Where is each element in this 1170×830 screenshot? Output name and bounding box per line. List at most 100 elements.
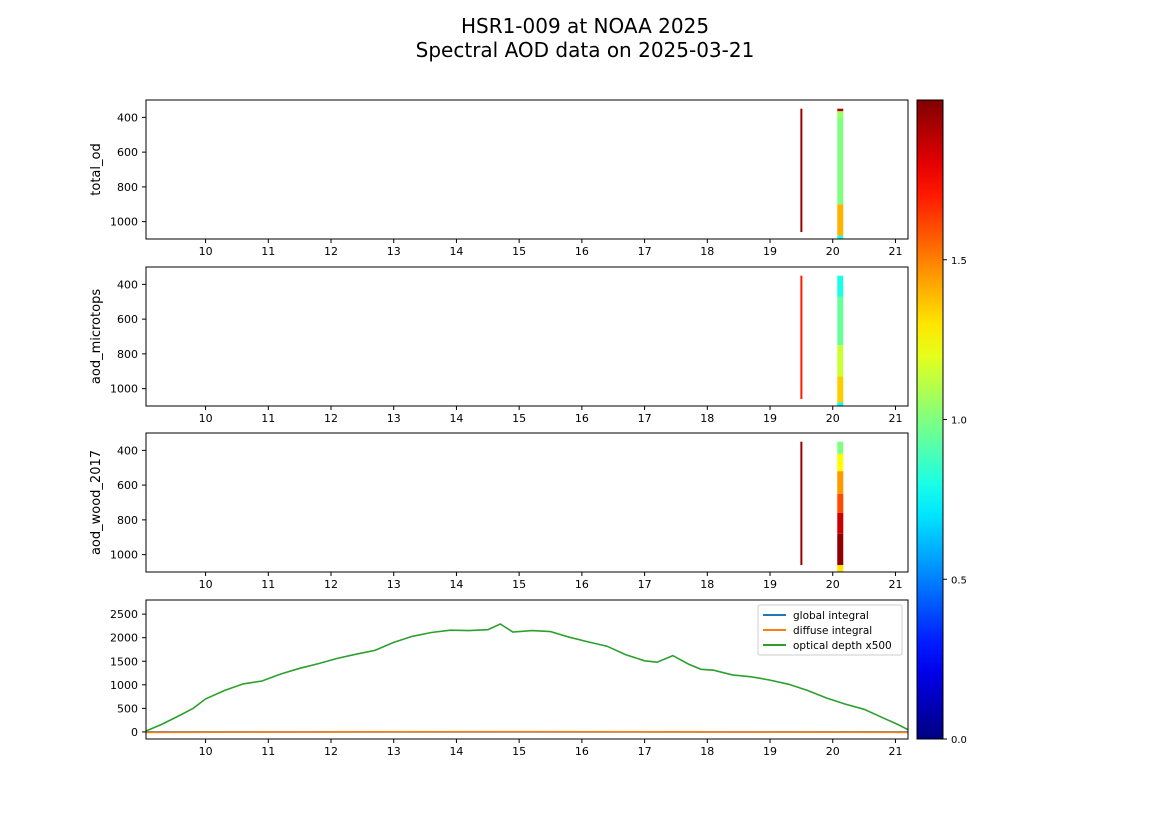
chart-subtitle: Spectral AOD data on 2025-03-21: [415, 38, 755, 62]
x-tick-label: 13: [387, 412, 401, 425]
x-tick-label: 11: [261, 412, 275, 425]
colorbar: 0.0 0.5 1.0 1.5: [916, 99, 967, 746]
legend-label: diffuse integral: [793, 625, 872, 637]
legend-label: global integral: [793, 610, 869, 622]
y-tick-label: 800: [117, 514, 138, 527]
legend-box: [757, 604, 903, 656]
heatmap-cell: [837, 345, 844, 377]
x-tick-label: 12: [324, 745, 338, 758]
colorbar-tick-label: 1.0: [951, 416, 967, 427]
x-tick-label: 19: [763, 245, 777, 258]
heatmap-cell: [837, 453, 844, 472]
x-tick-label: 19: [763, 412, 777, 425]
heatmap-cell: [837, 296, 844, 346]
x-tick-label: 21: [888, 578, 902, 591]
legend: global integral diffuse integral optical d…: [757, 604, 903, 656]
x-tick-label: 16: [575, 745, 589, 758]
x-tick-label: 16: [575, 578, 589, 591]
plot-content: [800, 275, 844, 406]
x-tick-label: 18: [700, 745, 714, 758]
x-tick-label: 10: [199, 245, 213, 258]
panel-4: global integral diffuse integral optical d…: [110, 599, 909, 758]
x-tick-label: 14: [449, 745, 463, 758]
panel-1: 10 11 12 13 14 15 16 17 18 19 20 21 400 600 800 1000 tot…: [89, 99, 909, 258]
x-tick-label: 20: [826, 745, 840, 758]
heatmap-cell: [837, 117, 844, 205]
x-tick-label: 15: [512, 745, 526, 758]
axes-frame: [145, 266, 909, 407]
x-tick-label: 16: [575, 245, 589, 258]
y-tick-label: 600: [117, 479, 138, 492]
x-tick-label: 19: [763, 578, 777, 591]
panel-2: 10 11 12 13 14 15 16 17 18 19 20 21 400 600 800 1000 aod…: [89, 266, 909, 425]
colorbar-tick-label: 0.0: [951, 735, 967, 746]
x-tick-label: 20: [826, 578, 840, 591]
x-tick-label: 16: [575, 412, 589, 425]
heatmap-cell: [837, 441, 844, 454]
plot-content: [800, 108, 844, 239]
x-tick-label: 13: [387, 745, 401, 758]
x-tick-label: 18: [700, 578, 714, 591]
panel-3: 10 11 12 13 14 15 16 17 18 19 20 21 400 600 800 1000 aod…: [89, 432, 909, 591]
heatmap-cell: [837, 204, 844, 236]
y-tick-label: 1000: [110, 679, 138, 692]
x-tick-label: 11: [261, 245, 275, 258]
x-tick-label: 11: [261, 745, 275, 758]
y-tick-label: 400: [117, 444, 138, 457]
x-tick-label: 21: [888, 245, 902, 258]
colorbar-gradient: [916, 99, 944, 740]
x-tick-label: 21: [888, 745, 902, 758]
y-tick-label: 600: [117, 146, 138, 159]
plot-area: [146, 267, 908, 406]
x-tick-label: 18: [700, 245, 714, 258]
y-tick-label: 600: [117, 313, 138, 326]
x-tick-label: 18: [700, 412, 714, 425]
series-line-3: [146, 623, 908, 732]
plot-area: [146, 100, 908, 239]
y-tick-label: 0: [131, 726, 138, 739]
x-tick-label: 12: [324, 578, 338, 591]
x-tick-label: 17: [638, 412, 652, 425]
heatmap-cell: [800, 275, 803, 400]
axes-frame: [145, 599, 909, 740]
heatmap-cell: [837, 493, 844, 513]
x-tick-label: 10: [199, 578, 213, 591]
axes-frame: [145, 432, 909, 573]
plot-area: [146, 433, 908, 572]
legend-label: optical depth x500: [793, 640, 892, 652]
x-tick-label: 13: [387, 245, 401, 258]
x-tick-label: 21: [888, 412, 902, 425]
heatmap-cell: [837, 376, 844, 403]
series-line-2: [146, 730, 908, 734]
heatmap-cell: [837, 111, 844, 118]
y-axis-label: aod_microtops: [89, 289, 104, 384]
y-tick-label: 1000: [110, 383, 138, 396]
x-tick-label: 13: [387, 578, 401, 591]
y-tick-label: 500: [117, 702, 138, 715]
x-tick-label: 10: [199, 745, 213, 758]
colorbar-tick-label: 1.5: [951, 256, 967, 267]
heatmap-cell: [837, 512, 844, 534]
y-tick-label: 2000: [110, 632, 138, 645]
x-tick-label: 19: [763, 745, 777, 758]
x-tick-label: 14: [449, 245, 463, 258]
heatmap-cell: [800, 108, 803, 233]
x-tick-label: 20: [826, 412, 840, 425]
chart-title: HSR1-009 at NOAA 2025: [460, 14, 710, 38]
heatmap-cell: [837, 235, 844, 239]
heatmap-cell: [837, 108, 844, 112]
y-tick-label: 400: [117, 278, 138, 291]
plot-content: [800, 441, 844, 572]
heatmap-cell: [837, 565, 844, 572]
x-tick-label: 17: [638, 245, 652, 258]
heatmap-cell: [800, 441, 803, 566]
y-axis-label: total_od: [89, 143, 104, 195]
y-tick-label: 800: [117, 181, 138, 194]
y-tick-label: 1500: [110, 655, 138, 668]
x-tick-label: 17: [638, 578, 652, 591]
x-tick-label: 15: [512, 578, 526, 591]
x-tick-label: 15: [512, 412, 526, 425]
x-tick-label: 12: [324, 245, 338, 258]
plot-content: [146, 623, 908, 734]
heatmap-cell: [837, 471, 844, 494]
